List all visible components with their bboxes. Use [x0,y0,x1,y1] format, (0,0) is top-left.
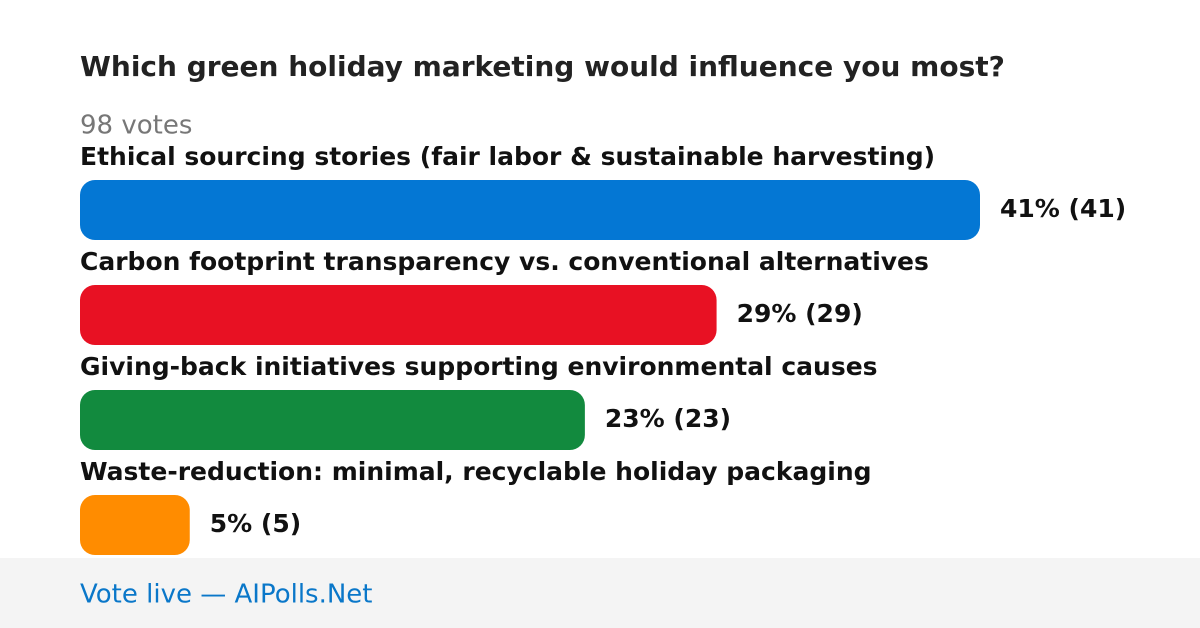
bar [80,285,717,345]
vote-count: 98 votes [80,111,192,141]
footer-link[interactable]: Vote live — AIPolls.Net [80,580,373,610]
bar [80,495,190,555]
option-label: Carbon footprint transparency vs. conven… [80,247,929,276]
value-label: 5% (5) [210,509,301,538]
option-label: Waste-reduction: minimal, recyclable hol… [80,457,872,486]
option-label: Giving-back initiatives supporting envir… [80,352,878,381]
bar [80,180,980,240]
option-label: Ethical sourcing stories (fair labor & s… [80,142,935,171]
value-label: 23% (23) [605,404,731,433]
bar [80,390,585,450]
value-label: 41% (41) [1000,194,1126,223]
footer-bar [0,558,1200,628]
value-label: 29% (29) [737,299,863,328]
chart-title: Which green holiday marketing would infl… [80,50,1005,83]
